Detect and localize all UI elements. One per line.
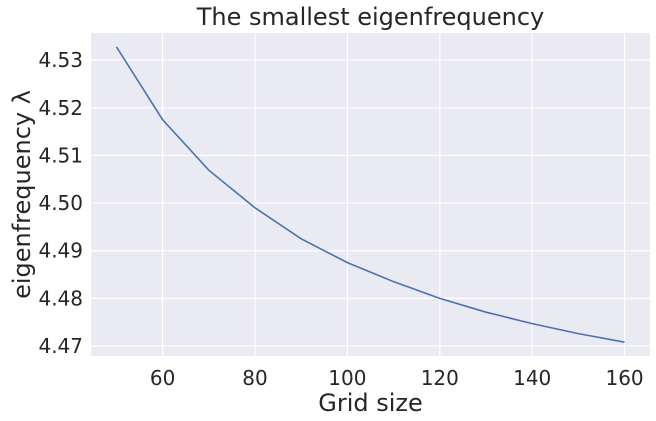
y-tick-label: 4.50 — [38, 191, 83, 215]
y-tick-label: 4.49 — [38, 239, 83, 263]
plot-area — [91, 33, 650, 356]
x-tick-label: 60 — [150, 366, 175, 390]
x-tick-label: 140 — [513, 366, 551, 390]
y-tick-label: 4.48 — [38, 286, 83, 310]
y-axis-ticks: 4.47 4.48 4.49 4.50 4.51 4.52 4.53 — [38, 48, 83, 358]
x-tick-label: 80 — [242, 366, 267, 390]
y-axis-label: eigenfrequency λ — [8, 90, 36, 299]
chart-title: The smallest eigenfrequency — [196, 3, 545, 31]
x-tick-label: 100 — [328, 366, 366, 390]
x-tick-label: 120 — [421, 366, 459, 390]
y-tick-label: 4.51 — [38, 143, 83, 167]
y-tick-label: 4.47 — [38, 334, 83, 358]
x-axis-ticks: 60 80 100 120 140 160 — [150, 366, 644, 390]
y-tick-label: 4.52 — [38, 96, 83, 120]
series-line — [115, 46, 625, 343]
x-axis-label: Grid size — [318, 389, 423, 417]
x-tick-label: 160 — [605, 366, 643, 390]
y-tick-label: 4.53 — [38, 48, 83, 72]
grid-lines — [91, 33, 650, 356]
